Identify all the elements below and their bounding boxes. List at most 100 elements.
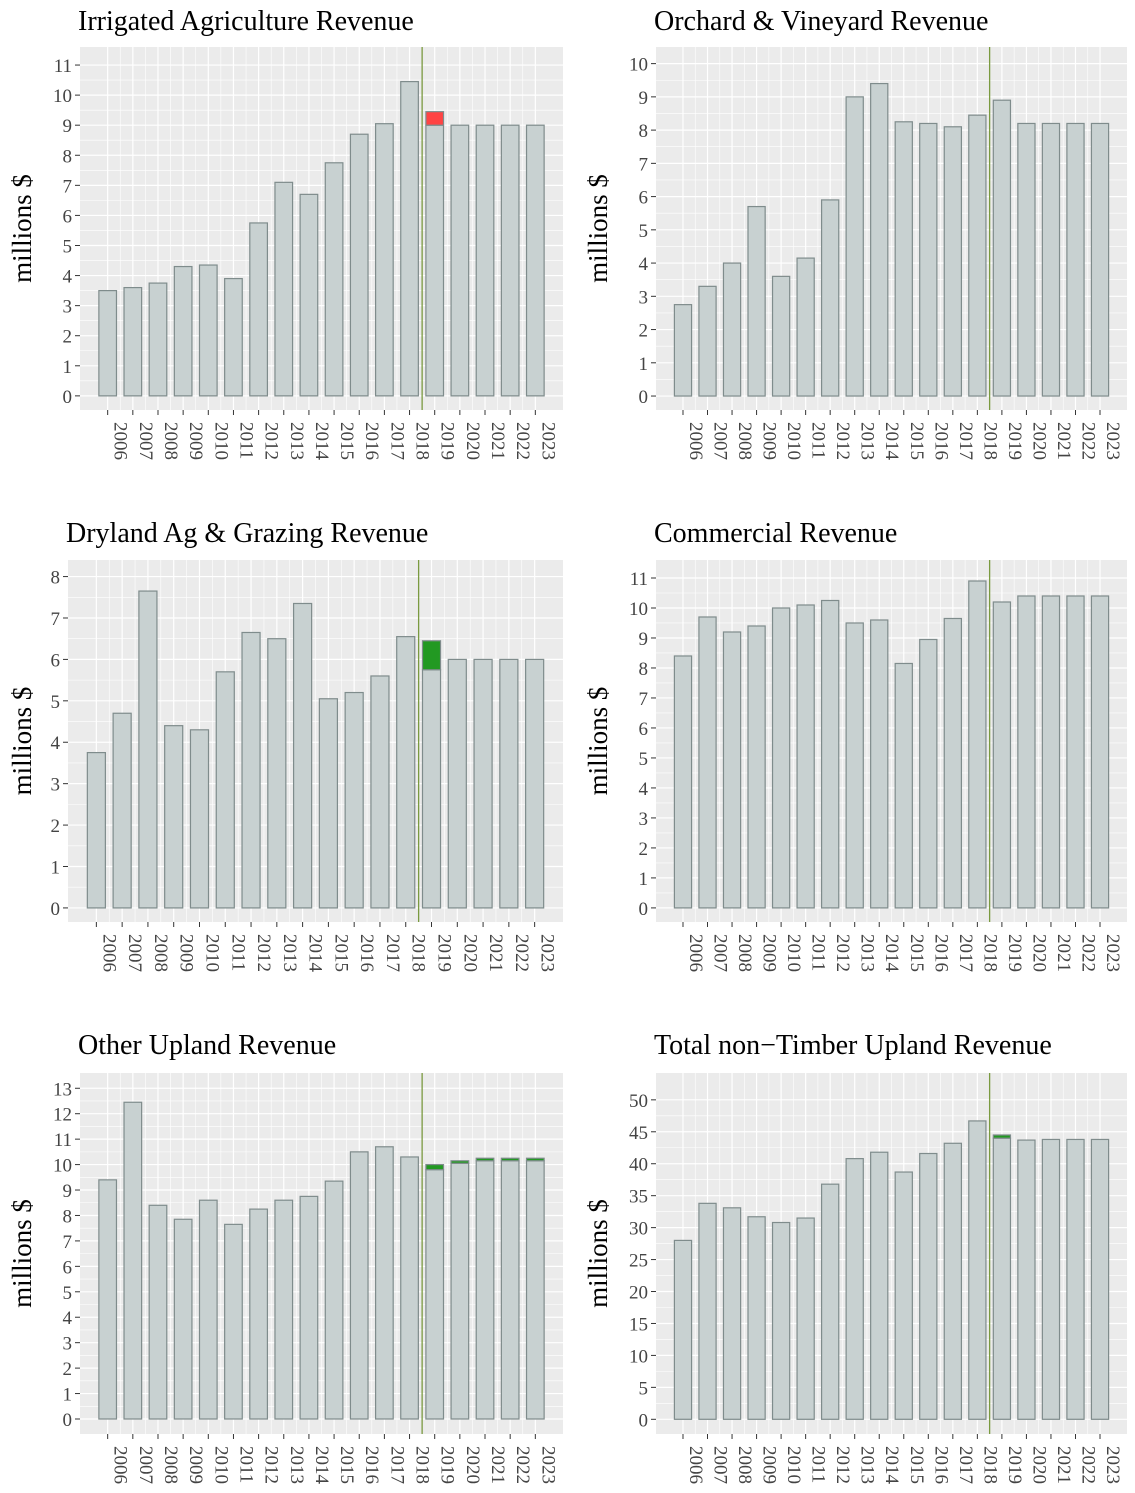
bar — [292, 602, 313, 909]
y-tick-label: 1 — [51, 857, 61, 878]
x-tick-label: 2023 — [1102, 422, 1123, 460]
x-tick-label: 2022 — [1077, 422, 1098, 460]
bar — [919, 122, 938, 397]
bar — [374, 123, 394, 397]
bar — [820, 199, 840, 397]
bar — [447, 658, 467, 909]
bar — [198, 264, 218, 397]
bar — [894, 662, 913, 909]
bar — [1041, 122, 1061, 397]
y-tick-label: 20 — [629, 1283, 648, 1304]
y-tick-label: 2 — [51, 816, 61, 837]
y-tick-label: 7 — [63, 176, 73, 197]
bar — [722, 631, 742, 909]
bar — [500, 124, 520, 397]
x-tick-label: 2015 — [906, 1446, 927, 1484]
x-tick-label: 2013 — [286, 422, 307, 460]
bar — [992, 1134, 1012, 1139]
y-tick-label: 10 — [629, 599, 648, 620]
bar — [249, 222, 269, 397]
bar — [421, 640, 442, 671]
y-tick-label: 40 — [629, 1155, 648, 1176]
bar — [173, 265, 193, 397]
bar — [249, 1208, 269, 1420]
bar — [241, 631, 261, 909]
x-tick-label: 2019 — [1004, 934, 1025, 972]
y-tick-label: 2 — [63, 1359, 73, 1380]
x-tick-label: 2021 — [1053, 1446, 1074, 1484]
bar — [475, 124, 495, 397]
y-tick-label: 9 — [639, 629, 649, 650]
y-tick-label: 7 — [63, 1232, 73, 1253]
bar — [425, 1169, 445, 1420]
x-tick-label: 2009 — [176, 934, 197, 972]
y-tick-label: 30 — [629, 1219, 648, 1240]
bar — [673, 1239, 693, 1420]
bar — [198, 1199, 218, 1420]
y-tick-label: 6 — [63, 1257, 73, 1278]
bar — [919, 638, 938, 909]
bar — [771, 607, 791, 909]
y-tick-label: 13 — [53, 1079, 72, 1100]
y-tick-label: 10 — [53, 86, 72, 107]
y-tick-label: 5 — [63, 1283, 73, 1304]
x-tick-label: 2023 — [537, 1446, 558, 1484]
bar — [274, 181, 294, 397]
bar — [919, 1152, 938, 1420]
x-tick-label: 2007 — [710, 1446, 731, 1484]
x-tick-label: 2011 — [235, 1446, 256, 1483]
y-tick-label: 0 — [51, 899, 61, 920]
x-tick-label: 2022 — [512, 1446, 533, 1484]
x-tick-label: 2016 — [356, 934, 377, 972]
x-tick-label: 2007 — [710, 422, 731, 460]
y-tick-label: 1 — [63, 1385, 73, 1406]
y-tick-label: 5 — [63, 236, 73, 257]
y-tick-label: 11 — [630, 569, 648, 590]
bar — [98, 1179, 118, 1420]
x-tick-label: 2010 — [201, 934, 222, 972]
bar — [968, 114, 987, 397]
x-tick-label: 2015 — [330, 934, 351, 972]
y-tick-label: 10 — [629, 55, 648, 76]
y-axis-label: millions $ — [583, 1199, 613, 1308]
x-tick-label: 2010 — [783, 934, 804, 972]
x-tick-label: 2018 — [979, 934, 1000, 972]
bar — [820, 599, 840, 909]
x-tick-label: 2006 — [110, 1446, 131, 1484]
x-tick-label: 2021 — [487, 1446, 508, 1484]
bar — [796, 257, 815, 397]
x-tick-label: 2015 — [336, 1446, 357, 1484]
bar — [324, 1180, 344, 1420]
bar — [1066, 122, 1085, 397]
bar — [796, 604, 815, 909]
bar — [425, 1163, 445, 1171]
x-tick-label: 2017 — [382, 934, 403, 972]
x-tick-label: 2008 — [160, 1446, 181, 1484]
x-tick-label: 2006 — [98, 934, 119, 972]
y-axis-label: millions $ — [7, 687, 37, 796]
x-tick-label: 2020 — [1028, 422, 1049, 460]
y-tick-label: 5 — [639, 1378, 649, 1399]
x-tick-label: 2020 — [1028, 1446, 1049, 1484]
bar — [796, 1217, 815, 1420]
bar — [299, 1195, 319, 1420]
y-tick-label: 0 — [63, 1410, 73, 1431]
x-tick-label: 2014 — [311, 422, 332, 461]
bar — [1090, 595, 1110, 909]
bar — [349, 133, 369, 397]
y-tick-label: 0 — [639, 387, 649, 408]
x-tick-label: 2007 — [124, 934, 145, 972]
bar — [224, 277, 243, 397]
x-tick-label: 2019 — [434, 934, 455, 972]
bar — [1017, 122, 1036, 397]
x-tick-label: 2014 — [881, 422, 902, 461]
bar — [845, 622, 864, 909]
x-tick-label: 2011 — [808, 1446, 829, 1483]
x-tick-label: 2018 — [412, 422, 433, 460]
chart-title: Dryland Ag & Grazing Revenue — [66, 518, 428, 549]
x-tick-label: 2008 — [160, 422, 181, 460]
y-tick-label: 10 — [53, 1156, 72, 1177]
bar — [1041, 1138, 1061, 1420]
bar — [968, 1120, 987, 1420]
